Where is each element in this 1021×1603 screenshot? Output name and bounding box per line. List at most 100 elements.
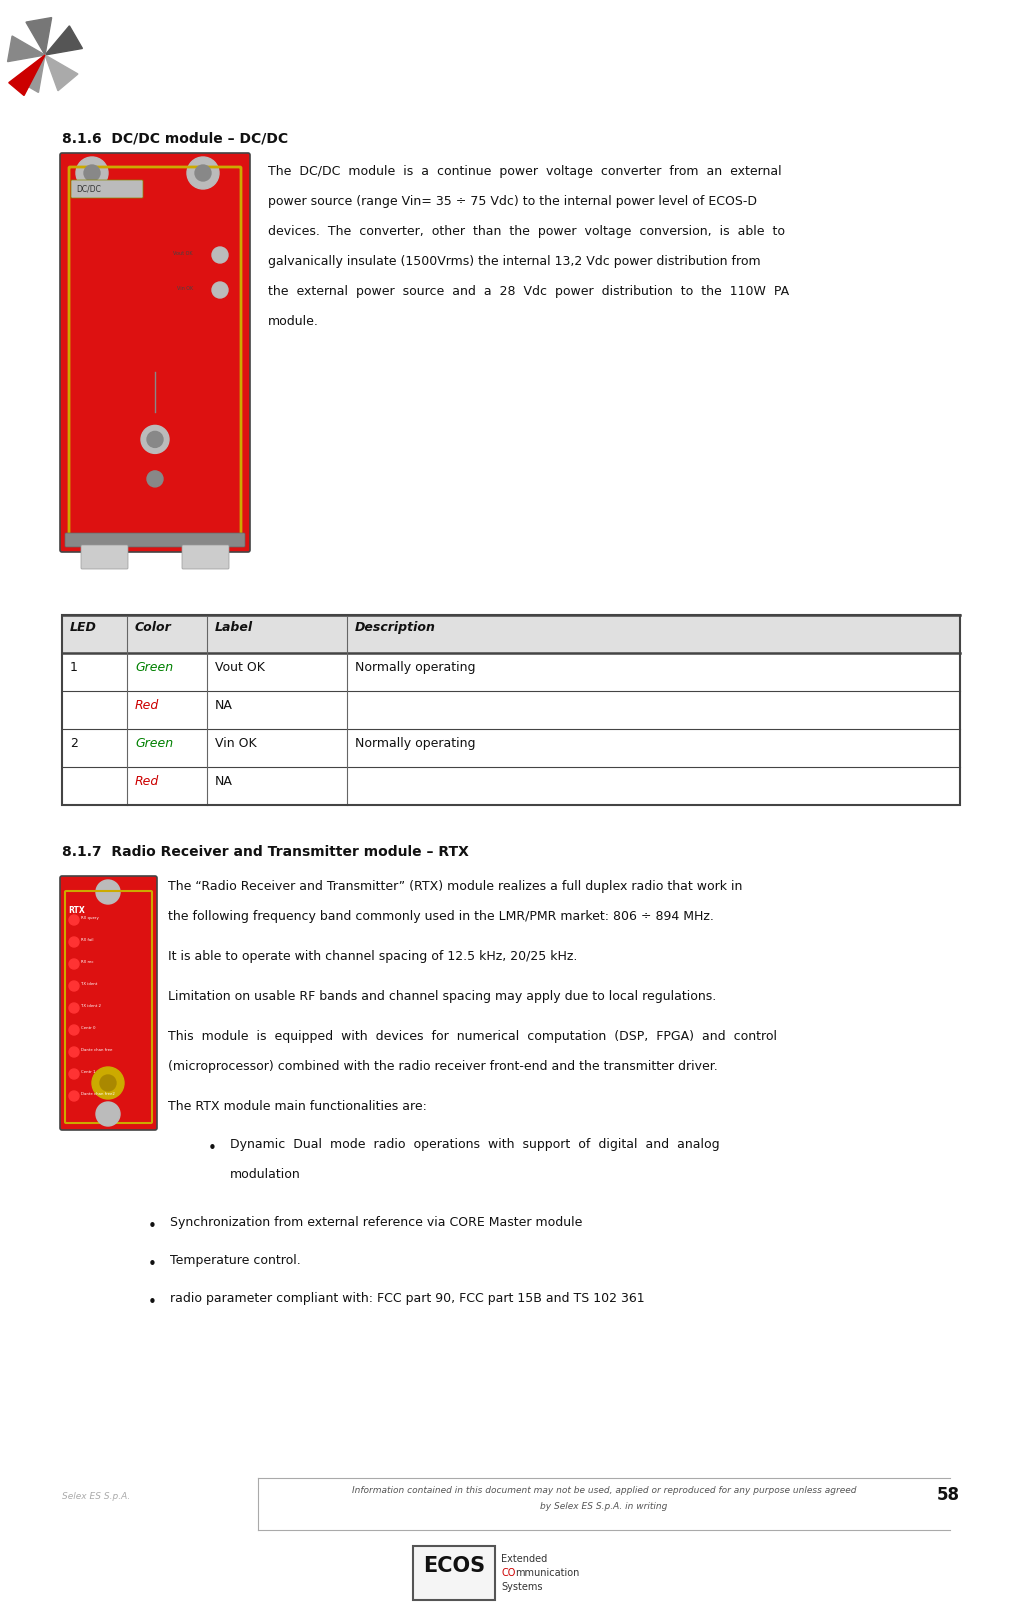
Circle shape — [141, 425, 169, 454]
Text: Centr 0: Centr 0 — [81, 1026, 96, 1031]
Text: NA: NA — [215, 774, 233, 789]
Text: •: • — [148, 1218, 157, 1234]
Circle shape — [84, 165, 100, 181]
Polygon shape — [45, 26, 83, 55]
Text: 1: 1 — [70, 660, 78, 673]
Polygon shape — [9, 55, 45, 96]
Text: The  DC/DC  module  is  a  continue  power  voltage  converter  from  an  extern: The DC/DC module is a continue power vol… — [268, 165, 782, 178]
Circle shape — [195, 165, 211, 181]
FancyBboxPatch shape — [71, 180, 143, 199]
Circle shape — [69, 1047, 79, 1056]
Circle shape — [96, 880, 120, 904]
Bar — [62, 729, 960, 766]
Text: Centr 1: Centr 1 — [81, 1069, 96, 1074]
Circle shape — [69, 1092, 79, 1101]
Text: 2: 2 — [70, 737, 78, 750]
Circle shape — [212, 282, 228, 298]
Text: mmunication: mmunication — [515, 1568, 579, 1577]
Text: Selex ES S.p.A.: Selex ES S.p.A. — [62, 1492, 131, 1500]
Text: the following frequency band commonly used in the LMR/PMR market: 806 ÷ 894 MHz.: the following frequency band commonly us… — [168, 911, 714, 923]
Circle shape — [69, 938, 79, 947]
Text: LED: LED — [70, 620, 97, 635]
Circle shape — [69, 981, 79, 991]
Polygon shape — [16, 55, 45, 93]
Text: Dante chan free: Dante chan free — [81, 1048, 112, 1052]
Text: NA: NA — [215, 699, 233, 712]
Text: devices.  The  converter,  other  than  the  power  voltage  conversion,  is  ab: devices. The converter, other than the p… — [268, 224, 785, 237]
Text: Synchronization from external reference via CORE Master module: Synchronization from external reference … — [171, 1217, 582, 1230]
Text: galvanically insulate (1500Vrms) the internal 13,2 Vdc power distribution from: galvanically insulate (1500Vrms) the int… — [268, 255, 761, 268]
Text: Color: Color — [135, 620, 172, 635]
Text: module.: module. — [268, 316, 319, 329]
Bar — [62, 616, 960, 652]
Text: RX fail: RX fail — [81, 938, 94, 943]
Text: TX ident 2: TX ident 2 — [81, 1003, 101, 1008]
Text: Green: Green — [135, 737, 174, 750]
Text: power source (range Vin= 35 ÷ 75 Vdc) to the internal power level of ECOS-D: power source (range Vin= 35 ÷ 75 Vdc) to… — [268, 196, 757, 208]
Circle shape — [212, 247, 228, 263]
Text: 58: 58 — [937, 1486, 960, 1504]
Text: •: • — [208, 1141, 216, 1156]
Polygon shape — [26, 18, 52, 55]
Text: 8.1.7  Radio Receiver and Transmitter module – RTX: 8.1.7 Radio Receiver and Transmitter mod… — [62, 845, 469, 859]
Circle shape — [147, 431, 163, 447]
Text: Normally operating: Normally operating — [355, 737, 476, 750]
Circle shape — [187, 157, 218, 189]
Text: radio parameter compliant with: FCC part 90, FCC part 15B and TS 102 361: radio parameter compliant with: FCC part… — [171, 1292, 644, 1305]
Circle shape — [92, 1068, 124, 1100]
Text: RX query: RX query — [81, 915, 99, 920]
Text: This  module  is  equipped  with  devices  for  numerical  computation  (DSP,  F: This module is equipped with devices for… — [168, 1031, 777, 1044]
Text: Vout OK: Vout OK — [215, 660, 264, 673]
FancyBboxPatch shape — [65, 534, 245, 547]
Text: Label: Label — [215, 620, 253, 635]
Bar — [62, 766, 960, 805]
Circle shape — [96, 1101, 120, 1125]
Polygon shape — [45, 55, 78, 91]
Text: Extended: Extended — [501, 1553, 547, 1565]
Text: The RTX module main functionalities are:: The RTX module main functionalities are: — [168, 1100, 427, 1112]
Bar — [62, 691, 960, 729]
Text: RTX: RTX — [68, 906, 85, 915]
Text: Red: Red — [135, 774, 159, 789]
FancyBboxPatch shape — [414, 1545, 495, 1600]
Text: Description: Description — [355, 620, 436, 635]
Text: TX ident: TX ident — [81, 983, 97, 986]
Text: the  external  power  source  and  a  28  Vdc  power  distribution  to  the  110: the external power source and a 28 Vdc p… — [268, 285, 789, 298]
FancyBboxPatch shape — [60, 875, 157, 1130]
Text: Vout OK: Vout OK — [174, 252, 193, 256]
Text: Vin OK: Vin OK — [177, 285, 193, 292]
FancyBboxPatch shape — [81, 545, 128, 569]
Text: RX rec: RX rec — [81, 960, 94, 963]
FancyBboxPatch shape — [60, 152, 250, 551]
Text: Green: Green — [135, 660, 174, 673]
Circle shape — [69, 1003, 79, 1013]
Text: Vin OK: Vin OK — [215, 737, 256, 750]
Text: modulation: modulation — [230, 1169, 301, 1181]
Text: CO: CO — [501, 1568, 516, 1577]
Text: (microprocessor) combined with the radio receiver front-end and the transmitter : (microprocessor) combined with the radio… — [168, 1060, 718, 1072]
Text: Dante chan free2: Dante chan free2 — [81, 1092, 115, 1096]
Bar — [62, 616, 960, 805]
Text: Dynamic  Dual  mode  radio  operations  with  support  of  digital  and  analog: Dynamic Dual mode radio operations with … — [230, 1138, 720, 1151]
Text: •: • — [148, 1295, 157, 1310]
Circle shape — [76, 157, 108, 189]
Text: The “Radio Receiver and Transmitter” (RTX) module realizes a full duplex radio t: The “Radio Receiver and Transmitter” (RT… — [168, 880, 742, 893]
Text: •: • — [148, 1257, 157, 1273]
Text: Limitation on usable RF bands and channel spacing may apply due to local regulat: Limitation on usable RF bands and channe… — [168, 991, 717, 1003]
Text: Temperature control.: Temperature control. — [171, 1254, 301, 1266]
Text: 8.1.6  DC/DC module – DC/DC: 8.1.6 DC/DC module – DC/DC — [62, 131, 288, 146]
Text: It is able to operate with channel spacing of 12.5 kHz, 20/25 kHz.: It is able to operate with channel spaci… — [168, 951, 577, 963]
Text: Red: Red — [135, 699, 159, 712]
Circle shape — [69, 959, 79, 968]
Text: Systems: Systems — [501, 1582, 542, 1592]
Text: by Selex ES S.p.A. in writing: by Selex ES S.p.A. in writing — [540, 1502, 668, 1512]
Circle shape — [147, 471, 163, 487]
Circle shape — [69, 1069, 79, 1079]
Circle shape — [69, 1024, 79, 1036]
Text: Information contained in this document may not be used, applied or reproduced fo: Information contained in this document m… — [352, 1486, 857, 1496]
Polygon shape — [7, 35, 45, 61]
Bar — [62, 652, 960, 691]
Circle shape — [69, 915, 79, 925]
Text: DC/DC: DC/DC — [76, 184, 101, 194]
FancyBboxPatch shape — [182, 545, 229, 569]
